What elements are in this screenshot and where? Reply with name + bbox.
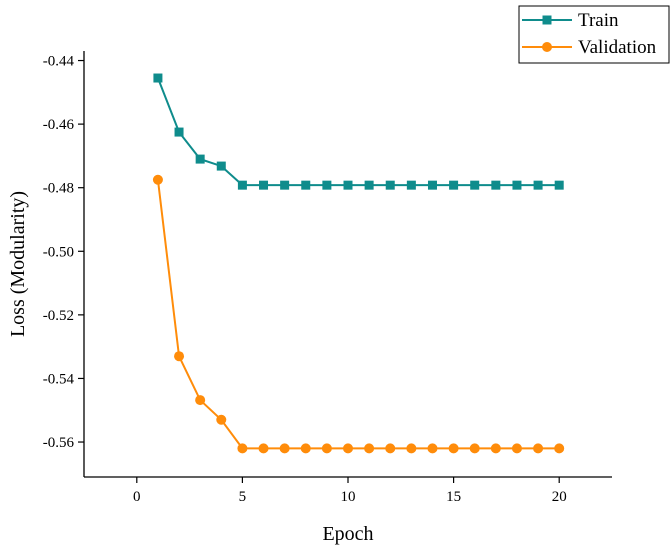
data-point bbox=[427, 443, 438, 454]
data-point bbox=[300, 443, 311, 454]
data-point bbox=[533, 180, 543, 190]
data-point bbox=[174, 127, 184, 137]
data-point bbox=[364, 180, 374, 190]
data-point bbox=[554, 443, 565, 454]
x-tick-label: 20 bbox=[552, 489, 567, 505]
series-line bbox=[156, 179, 560, 450]
data-point bbox=[385, 443, 396, 454]
series-validation bbox=[152, 174, 565, 454]
data-point bbox=[511, 443, 522, 454]
data-point bbox=[280, 180, 290, 190]
data-point bbox=[449, 180, 459, 190]
data-point bbox=[258, 443, 269, 454]
x-tick-label: 10 bbox=[341, 489, 356, 505]
legend-marker bbox=[542, 42, 552, 52]
data-point bbox=[491, 180, 501, 190]
data-point bbox=[153, 73, 163, 83]
legend: Train Validation bbox=[518, 5, 670, 64]
data-point bbox=[364, 443, 375, 454]
data-point bbox=[427, 180, 437, 190]
series-layer bbox=[152, 73, 565, 454]
y-tick-label: -0.48 bbox=[43, 181, 74, 197]
data-point bbox=[301, 180, 311, 190]
data-point bbox=[554, 180, 564, 190]
x-axis-title: Epoch bbox=[322, 523, 373, 545]
data-point bbox=[343, 180, 353, 190]
data-point bbox=[279, 443, 290, 454]
data-point bbox=[533, 443, 544, 454]
y-tick-label: -0.44 bbox=[43, 54, 75, 70]
data-point bbox=[152, 174, 163, 185]
data-point bbox=[406, 180, 416, 190]
ticks: 0 5 10 15 20 -0.44 -0.46 -0.48 -0.50 -0.52 -0.54 -0… bbox=[43, 54, 567, 505]
data-point bbox=[195, 154, 205, 164]
data-point bbox=[321, 443, 332, 454]
data-point bbox=[512, 180, 522, 190]
series-train bbox=[153, 73, 564, 190]
legend-label: Train bbox=[578, 10, 619, 31]
y-tick-label: -0.50 bbox=[43, 244, 74, 260]
data-point bbox=[469, 443, 480, 454]
y-tick-label: -0.56 bbox=[43, 435, 75, 451]
data-point bbox=[470, 180, 480, 190]
data-point bbox=[448, 443, 459, 454]
axes bbox=[83, 51, 612, 478]
x-tick-label: 0 bbox=[133, 489, 141, 505]
y-tick-label: -0.46 bbox=[43, 117, 75, 133]
data-point bbox=[216, 414, 227, 425]
x-tick-label: 15 bbox=[446, 489, 461, 505]
data-point bbox=[195, 395, 206, 406]
y-tick-label: -0.54 bbox=[43, 371, 75, 387]
data-point bbox=[237, 180, 247, 190]
data-point bbox=[490, 443, 501, 454]
y-axis-title: Loss (Modularity) bbox=[7, 191, 29, 337]
y-tick-label: -0.52 bbox=[43, 308, 74, 324]
data-point bbox=[322, 180, 332, 190]
legend-marker bbox=[542, 15, 552, 25]
data-point bbox=[406, 443, 417, 454]
x-tick-label: 5 bbox=[239, 489, 247, 505]
data-point bbox=[385, 180, 395, 190]
data-point bbox=[216, 161, 226, 171]
data-point bbox=[237, 443, 248, 454]
legend-label: Validation bbox=[578, 37, 657, 58]
data-point bbox=[259, 180, 269, 190]
data-point bbox=[343, 443, 353, 454]
data-point bbox=[174, 351, 185, 362]
